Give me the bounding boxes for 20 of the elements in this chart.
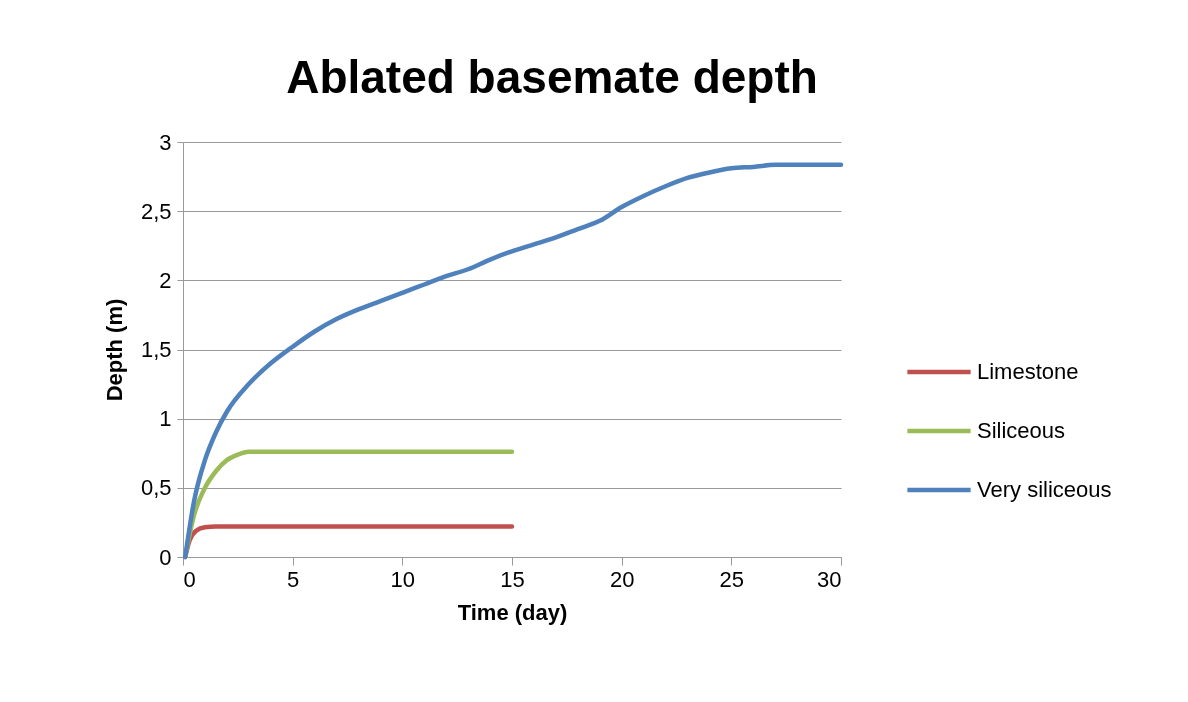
legend-label: Very siliceous [977, 477, 1112, 502]
y-tick-label: 3 [159, 129, 172, 155]
y-tick-label: 1 [159, 406, 172, 432]
y-tick-label: 1,5 [140, 337, 172, 362]
y-tick-label: 0,5 [140, 475, 172, 501]
legend-label: Limestone [977, 359, 1079, 384]
y-tick-label: 0 [159, 544, 172, 570]
x-tick-label: 10 [390, 566, 416, 592]
x-tick-label: 20 [609, 566, 635, 592]
x-tick-label: 15 [500, 566, 525, 592]
x-tick-label: 25 [719, 566, 745, 592]
y-tick-label: 2 [159, 267, 172, 293]
y-tick-label: 2,5 [140, 198, 172, 224]
x-axis-title: Time (day) [457, 599, 568, 625]
chart-title: Ablated basemate depth [286, 51, 818, 103]
x-tick-label: 5 [287, 566, 300, 592]
legend-label: Siliceous [977, 418, 1066, 443]
x-tick-label: 30 [817, 566, 842, 592]
x-tick-label: 0 [183, 566, 196, 592]
y-axis-title: Depth (m) [101, 298, 127, 402]
